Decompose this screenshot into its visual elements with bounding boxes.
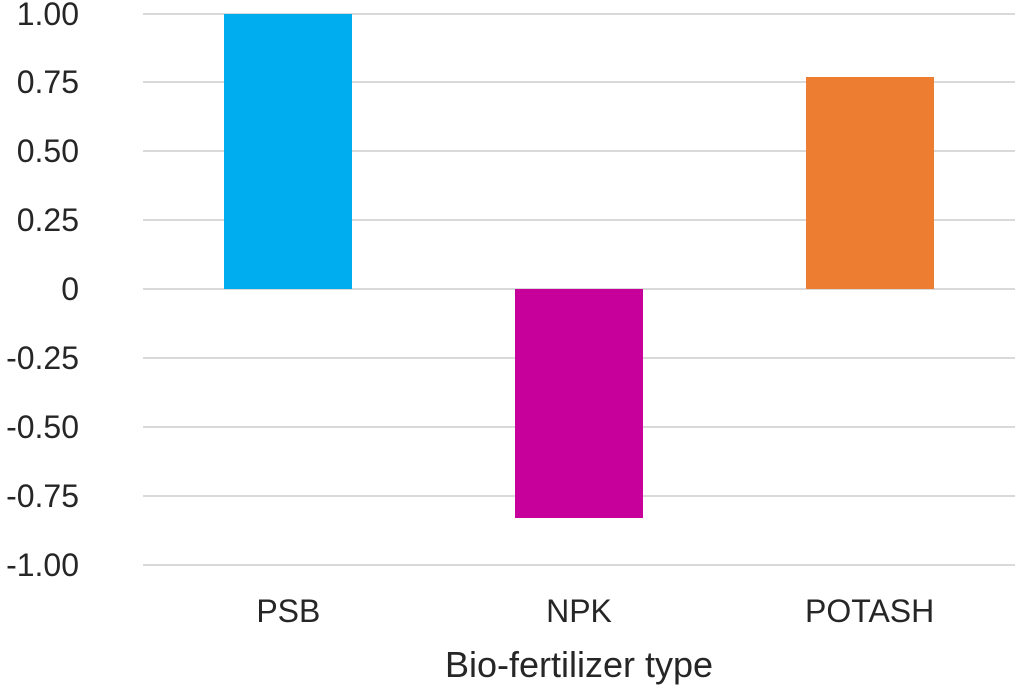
y-gridline [143, 563, 1015, 566]
bar-potash [805, 76, 934, 289]
bar-npk [515, 289, 643, 518]
y-gridline [143, 12, 1015, 15]
x-axis-title: Bio-fertilizer type [444, 644, 714, 685]
y-gridline [143, 81, 1015, 84]
bar-psb [224, 13, 353, 289]
y-gridline [143, 219, 1015, 222]
x-tick-label-psb: PSB [256, 593, 321, 629]
y-tick-label: 0.25 [16, 202, 79, 239]
y-tick-label: -1.00 [6, 546, 79, 583]
y-gridline [143, 150, 1015, 153]
x-tick-label-npk: NPK [546, 593, 612, 629]
y-tick-label: 0 [61, 271, 79, 307]
y-tick-label: 1.00 [16, 0, 79, 32]
y-tick-label: -0.50 [6, 408, 79, 445]
y-tick-label: -0.25 [6, 339, 79, 376]
y-tick-label: 0.75 [16, 64, 79, 101]
y-tick-label: 0.50 [16, 133, 79, 170]
x-tick-label-potash: POTASH [805, 593, 935, 629]
y-tick-label: -0.75 [6, 477, 79, 514]
